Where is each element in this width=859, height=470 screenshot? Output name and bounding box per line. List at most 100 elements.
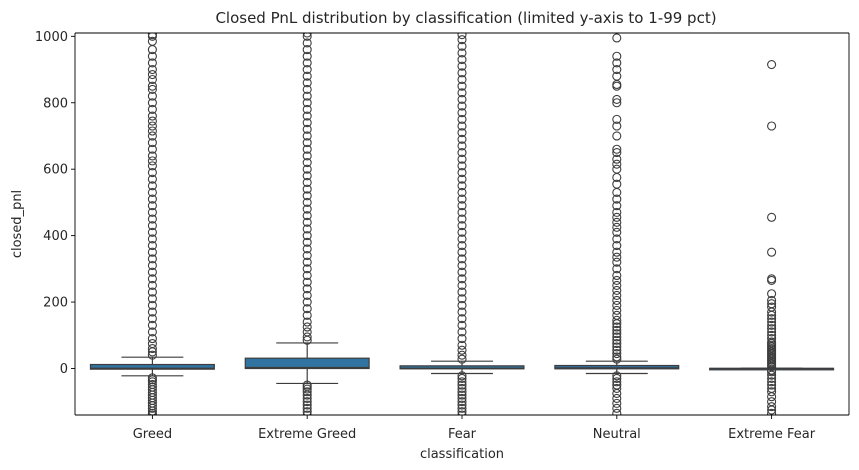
- outlier-point: [457, 380, 467, 390]
- outlier-point: [612, 234, 622, 244]
- outlier-point: [147, 221, 157, 231]
- outlier-point: [767, 314, 777, 324]
- outlier-point: [457, 334, 467, 344]
- outlier-point: [457, 74, 467, 85]
- outlier-point: [302, 407, 312, 415]
- outlier-point: [457, 354, 467, 364]
- outlier-point: [612, 264, 622, 274]
- outlier-point: [147, 33, 157, 40]
- outlier-point: [767, 320, 777, 330]
- outlier-point: [457, 294, 467, 304]
- outlier-point: [302, 204, 312, 214]
- outlier-point: [612, 51, 622, 61]
- outlier-point: [302, 231, 312, 241]
- outlier-point: [302, 164, 312, 174]
- outlier-point: [147, 144, 157, 154]
- outlier-point: [767, 317, 777, 327]
- outlier-point: [147, 174, 157, 184]
- outlier-point: [612, 131, 622, 141]
- outlier-point: [457, 201, 467, 211]
- outlier-point: [612, 247, 622, 257]
- outlier-point: [457, 241, 467, 251]
- outlier-point: [457, 387, 467, 397]
- outlier-point: [147, 64, 157, 75]
- outlier-point: [612, 345, 622, 355]
- box-group: [399, 33, 525, 415]
- outlier-point: [147, 161, 157, 171]
- outlier-point: [457, 314, 467, 324]
- x-tick-label: Extreme Fear: [728, 427, 816, 442]
- outlier-point: [612, 144, 622, 154]
- y-tick-label: 800: [43, 96, 68, 111]
- outlier-point: [612, 257, 622, 267]
- outlier-point: [457, 260, 467, 271]
- outlier-point: [612, 348, 622, 359]
- outlier-point: [767, 299, 777, 309]
- outlier-point: [457, 274, 467, 284]
- outlier-point: [457, 68, 467, 78]
- outlier-point: [302, 304, 312, 314]
- outlier-point: [457, 407, 467, 415]
- outlier-point: [457, 41, 467, 51]
- outlier-point: [147, 131, 157, 141]
- outlier-point: [302, 131, 312, 141]
- outlier-point: [612, 98, 622, 108]
- outlier-point: [302, 191, 312, 201]
- outlier-point: [457, 141, 467, 151]
- outlier-point: [457, 390, 467, 400]
- outlier-point: [302, 332, 312, 342]
- outlier-point: [457, 350, 467, 360]
- outlier-point: [147, 104, 157, 114]
- outlier-point: [457, 108, 467, 118]
- outlier-point: [147, 339, 157, 349]
- outlier-point: [612, 222, 622, 232]
- outlier-point: [147, 58, 157, 68]
- outlier-point: [147, 327, 157, 337]
- outlier-point: [147, 350, 157, 360]
- outlier-point: [457, 114, 467, 124]
- outlier-point: [302, 327, 312, 337]
- outlier-point: [457, 167, 467, 178]
- outlier-point: [612, 148, 622, 158]
- box: [399, 365, 525, 370]
- outlier-point: [302, 224, 312, 234]
- outlier-point: [457, 234, 467, 244]
- chart-title: Closed PnL distribution by classificatio…: [215, 9, 716, 27]
- outlier-point: [612, 33, 622, 43]
- outlier-point: [147, 254, 157, 264]
- outlier-point: [302, 317, 312, 327]
- outlier-point: [147, 280, 157, 291]
- outlier-point: [612, 280, 622, 291]
- outlier-point: [302, 410, 312, 415]
- outlier-point: [457, 174, 467, 184]
- outlier-point: [457, 340, 467, 350]
- outlier-point: [457, 371, 467, 381]
- outlier-point: [302, 400, 312, 410]
- outlier-point: [147, 51, 157, 61]
- outlier-point: [457, 300, 467, 310]
- outlier-point: [147, 116, 157, 126]
- outlier-point: [612, 408, 622, 415]
- outlier-point: [612, 300, 622, 310]
- outlier-point: [147, 247, 157, 257]
- outlier-point: [302, 290, 312, 300]
- outlier-point: [302, 157, 312, 168]
- outlier-point: [767, 295, 777, 305]
- outlier-point: [147, 314, 157, 324]
- outlier-point: [612, 305, 622, 315]
- outlier-point: [302, 84, 312, 95]
- outlier-point: [612, 380, 622, 390]
- outlier-point: [457, 33, 467, 40]
- y-tick-label: 200: [43, 296, 68, 311]
- outlier-point: [302, 45, 312, 55]
- outlier-point: [457, 101, 467, 111]
- outlier-point: [302, 384, 312, 394]
- outlier-point: [457, 280, 467, 291]
- outlier-point: [612, 64, 622, 75]
- outlier-point: [612, 121, 622, 131]
- outlier-point: [457, 320, 467, 330]
- outlier-point: [302, 264, 312, 274]
- outlier-point: [612, 398, 622, 408]
- outlier-point: [302, 322, 312, 332]
- outlier-point: [767, 380, 777, 390]
